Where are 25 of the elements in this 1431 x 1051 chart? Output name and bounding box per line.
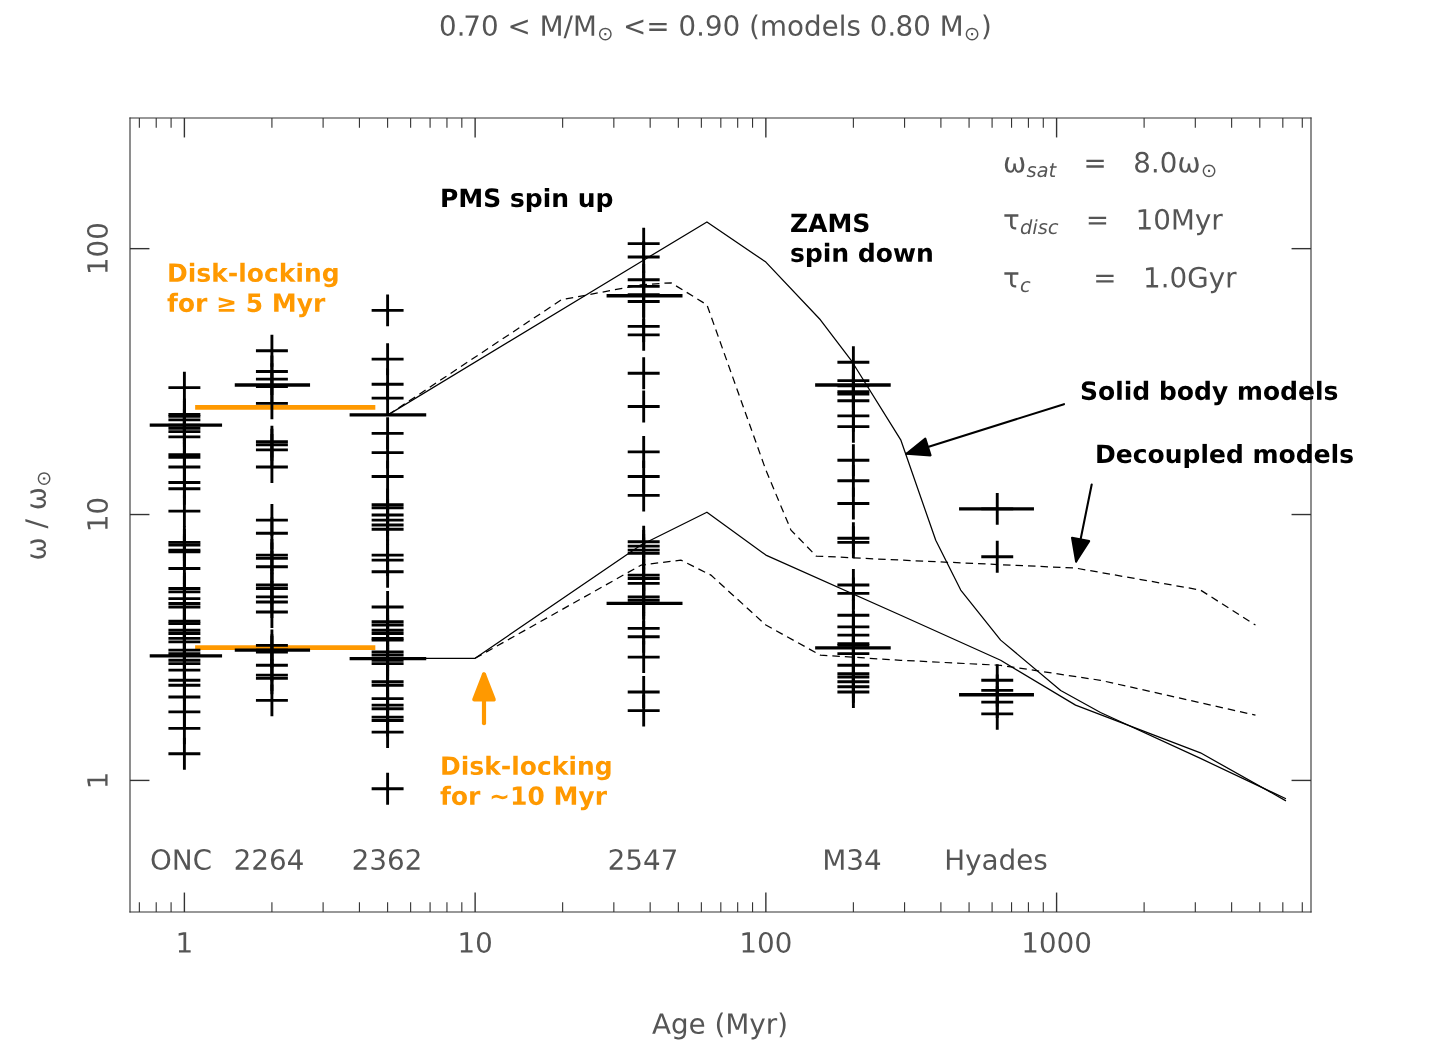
annotation: Hyades xyxy=(946,848,1047,876)
annotation: Solid body models xyxy=(1081,380,1338,406)
annotation: Disk-locking for ≥ 5 Myr xyxy=(167,262,338,318)
annotation: 2264 xyxy=(235,849,303,871)
annotation: PMS spin up xyxy=(442,187,613,213)
x-tick-label: 1 xyxy=(178,932,191,953)
annotation: Disk-locking for ~10 Myr xyxy=(440,755,611,811)
y-tick-label: 100 xyxy=(86,223,108,273)
text: τ$_{c}$ = 1.0Gyr xyxy=(1004,266,1237,294)
x-axis-title: Age (Myr) xyxy=(652,1012,786,1040)
x-tick-label: 10 xyxy=(460,931,491,953)
annotation: ZAMS spin down xyxy=(791,213,932,268)
annotation: 2362 xyxy=(353,849,420,871)
y-tick-label: 1 xyxy=(87,774,108,787)
y-axis-title: ω / ω$_{⊙}$ xyxy=(25,472,51,559)
annotation: ONC xyxy=(151,849,211,871)
x-tick-label: 100 xyxy=(742,931,791,953)
text: ω$_{sat}$ = 8.0ω$_{⊙}$ xyxy=(1004,151,1216,178)
y-tick-label: 10 xyxy=(86,498,108,530)
annotation: M34 xyxy=(825,849,881,871)
chart-title: 0.70 < M/M$_{⊙}$ <= 0.90 (models 0.80 M$_{⊙}$) xyxy=(440,14,990,41)
annotation: Decoupled models xyxy=(1097,443,1353,469)
annotation: 2547 xyxy=(609,849,676,871)
x-tick-label: 1000 xyxy=(1024,931,1091,953)
text: τ$_{disc}$ = 10Myr xyxy=(1004,208,1223,236)
